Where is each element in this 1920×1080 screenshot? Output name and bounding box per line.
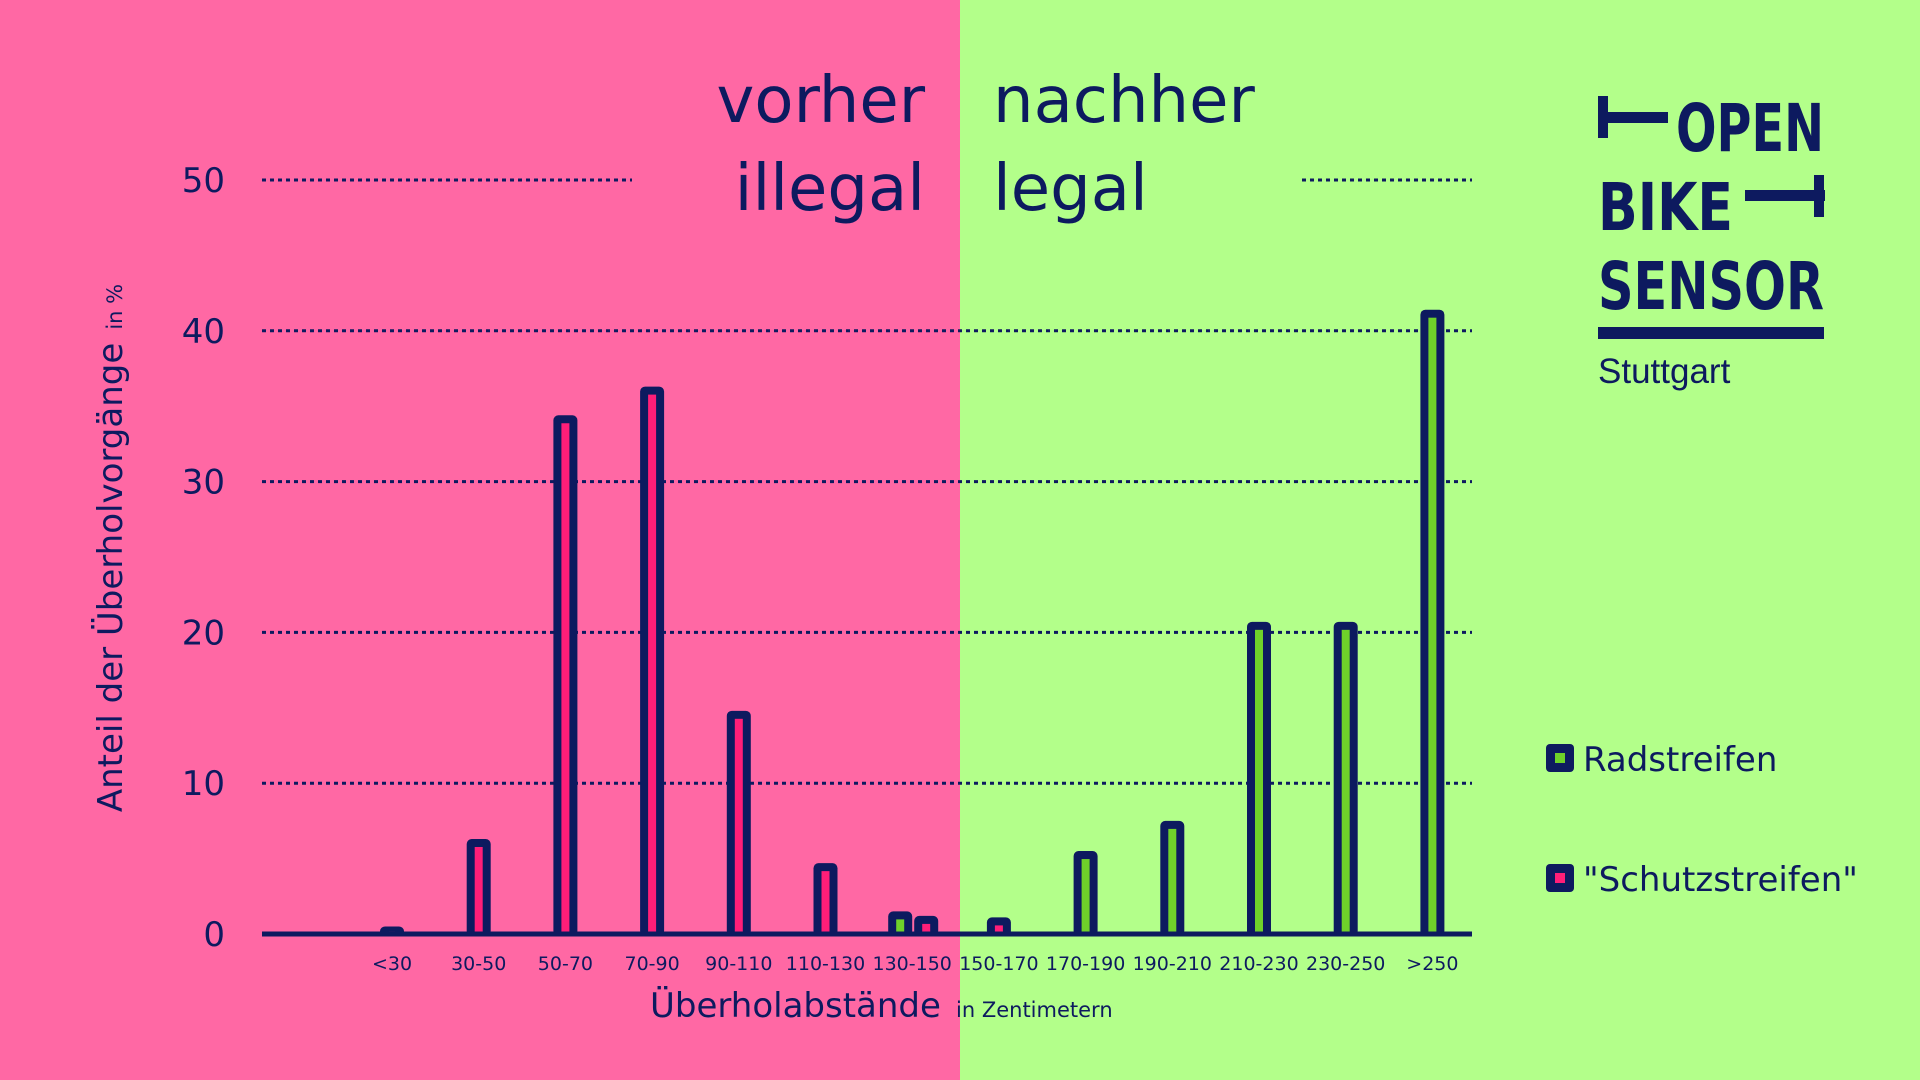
x-axis-ticks: <30 30-50 50-70 70-90 90-110 110-130 130-150 15… bbox=[372, 953, 1459, 975]
bar-fill bbox=[561, 423, 570, 934]
legend-label-radstreifen: Radstreifen bbox=[1583, 740, 1777, 780]
x-tick-label: 130-150 bbox=[873, 953, 952, 975]
x-tick-label: 90-110 bbox=[705, 953, 772, 975]
y-axis-label: Anteil der Überholvorgänge bbox=[90, 343, 131, 812]
y-axis-unit: in % bbox=[103, 284, 127, 330]
y-axis-title: Anteil der Überholvorgänge in % bbox=[90, 284, 131, 812]
bar-radstreifen-130-150 bbox=[888, 911, 913, 936]
bar-fill bbox=[1081, 859, 1090, 934]
logo-underline bbox=[1598, 327, 1824, 339]
y-tick-label: 30 bbox=[182, 463, 225, 503]
bar-fill bbox=[994, 925, 1003, 934]
x-axis-title: Überholabstände in Zentimetern bbox=[650, 985, 1113, 1026]
logo-bar-mid-line bbox=[1745, 190, 1825, 201]
x-tick-label: 190-210 bbox=[1133, 953, 1212, 975]
bar-fill bbox=[648, 394, 657, 934]
logo-bar-top-left-line bbox=[1598, 112, 1668, 123]
x-tick-label: 110-130 bbox=[786, 953, 865, 975]
x-tick-label: <30 bbox=[372, 953, 412, 975]
bar-fill bbox=[1341, 629, 1350, 934]
bar-radstreifen-210-230 bbox=[1247, 621, 1271, 936]
logo-city: Stuttgart bbox=[1598, 352, 1731, 391]
bar-radstreifen-170-190 bbox=[1073, 851, 1098, 936]
bar-fill bbox=[1255, 629, 1263, 934]
x-tick-label: >250 bbox=[1406, 953, 1458, 975]
y-tick-label: 10 bbox=[182, 764, 225, 804]
legend-label-schutzstreifen: "Schutzstreifen" bbox=[1583, 860, 1858, 900]
bar-schutzstreifen-90-110 bbox=[726, 710, 751, 936]
y-tick-label: 40 bbox=[182, 312, 225, 352]
bar-fill bbox=[474, 846, 483, 934]
header-illegal: illegal bbox=[735, 152, 925, 226]
bar-fill bbox=[734, 718, 743, 934]
x-tick-label: 230-250 bbox=[1306, 953, 1385, 975]
legend-swatch-schutzstreifen-inner bbox=[1555, 873, 1565, 883]
bar-radstreifen-190-210 bbox=[1160, 820, 1185, 936]
header-nachher: nachher bbox=[993, 64, 1255, 138]
y-tick-label: 50 bbox=[182, 161, 225, 201]
header-legal: legal bbox=[993, 152, 1148, 226]
x-tick-label: 70-90 bbox=[624, 953, 679, 975]
x-axis-label: Überholabstände bbox=[650, 985, 941, 1026]
logo-line-open: OPEN bbox=[1676, 90, 1824, 167]
bar-schutzstreifen-110-130 bbox=[813, 863, 838, 936]
y-tick-label: 0 bbox=[203, 915, 225, 955]
legend-swatch-radstreifen-inner bbox=[1555, 753, 1565, 763]
x-tick-label: 170-190 bbox=[1046, 953, 1125, 975]
x-tick-label: 50-70 bbox=[538, 953, 593, 975]
bar-fill bbox=[922, 923, 931, 934]
legend-item-radstreifen: Radstreifen bbox=[1546, 740, 1777, 780]
logo-line-bike: BIKE bbox=[1598, 169, 1733, 246]
header-vorher: vorher bbox=[717, 64, 926, 138]
bar-schutzstreifen-50-70 bbox=[553, 415, 578, 936]
legend: Radstreifen "Schutzstreifen" bbox=[1546, 740, 1858, 900]
bar-radstreifen-230-250 bbox=[1333, 621, 1358, 936]
x-tick-label: 30-50 bbox=[451, 953, 506, 975]
bar-radstreifen->250 bbox=[1420, 309, 1445, 936]
logo-line-sensor: SENSOR bbox=[1598, 248, 1824, 325]
openbikesensor-logo: OPEN BIKE SENSOR Stuttgart bbox=[1598, 90, 1825, 391]
x-tick-label: 150-170 bbox=[959, 953, 1038, 975]
bar-schutzstreifen-30-50 bbox=[466, 838, 491, 936]
legend-item-schutzstreifen: "Schutzstreifen" bbox=[1546, 860, 1858, 900]
bar-fill bbox=[1428, 317, 1437, 934]
bar-schutzstreifen-70-90 bbox=[640, 386, 665, 936]
bar-fill bbox=[896, 919, 905, 934]
x-axis-unit: in Zentimetern bbox=[956, 998, 1113, 1022]
bar-fill bbox=[821, 871, 830, 934]
bars bbox=[380, 309, 1445, 937]
x-tick-label: 210-230 bbox=[1219, 953, 1298, 975]
y-tick-label: 20 bbox=[182, 613, 225, 653]
y-axis-ticks: 0 10 20 30 40 50 bbox=[182, 161, 225, 955]
logo-bar-mid-right-post bbox=[1814, 175, 1824, 217]
bar-schutzstreifen-130-150 bbox=[914, 915, 939, 936]
bar-fill bbox=[1168, 828, 1177, 934]
bar-schutzstreifen-150-170 bbox=[986, 917, 1011, 936]
